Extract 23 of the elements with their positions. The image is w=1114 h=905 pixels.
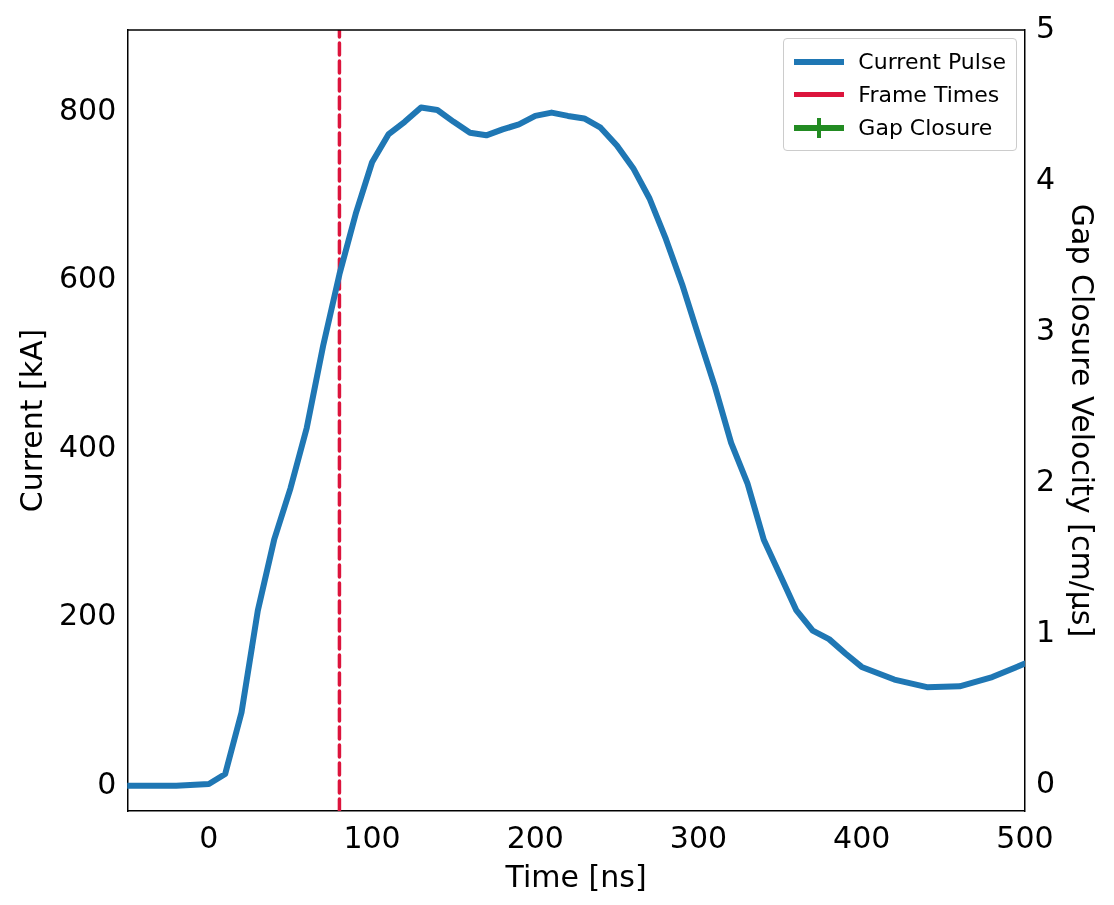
y-tick-label: 0 xyxy=(97,765,117,801)
y-axis-title: Current [kA] xyxy=(13,328,49,513)
y2-tick-label: 4 xyxy=(1035,160,1056,196)
x-axis-title: Time [ns] xyxy=(504,858,647,894)
x-tick-label: 0 xyxy=(199,819,219,855)
x-tick-label: 200 xyxy=(506,819,564,855)
y-tick-label: 400 xyxy=(59,428,117,464)
y-tick-label: 600 xyxy=(59,260,117,296)
y2-axis-title: Gap Closure Velocity [cm/μs] xyxy=(1065,203,1101,638)
y-tick-label: 800 xyxy=(59,91,117,127)
y-tick-label: 200 xyxy=(59,597,117,633)
x-tick-label: 300 xyxy=(669,819,728,855)
legend-label: Frame Times xyxy=(858,82,1000,107)
legend-label: Gap Closure xyxy=(858,115,993,140)
x-tick-label: 100 xyxy=(343,819,401,855)
x-tick-label: 500 xyxy=(996,819,1054,855)
y2-tick-label: 2 xyxy=(1035,462,1056,498)
x-tick-label: 400 xyxy=(833,819,891,855)
legend-label: Current Pulse xyxy=(858,49,1006,74)
y2-tick-label: 3 xyxy=(1035,311,1056,347)
y2-tick-label: 1 xyxy=(1035,614,1056,650)
y2-tick-label: 0 xyxy=(1035,765,1056,801)
y2-tick-label: 5 xyxy=(1035,9,1056,45)
